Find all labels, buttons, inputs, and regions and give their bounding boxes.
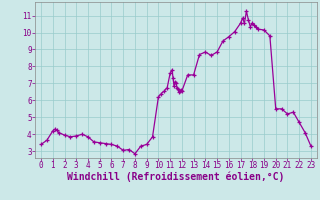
X-axis label: Windchill (Refroidissement éolien,°C): Windchill (Refroidissement éolien,°C) <box>67 172 285 182</box>
